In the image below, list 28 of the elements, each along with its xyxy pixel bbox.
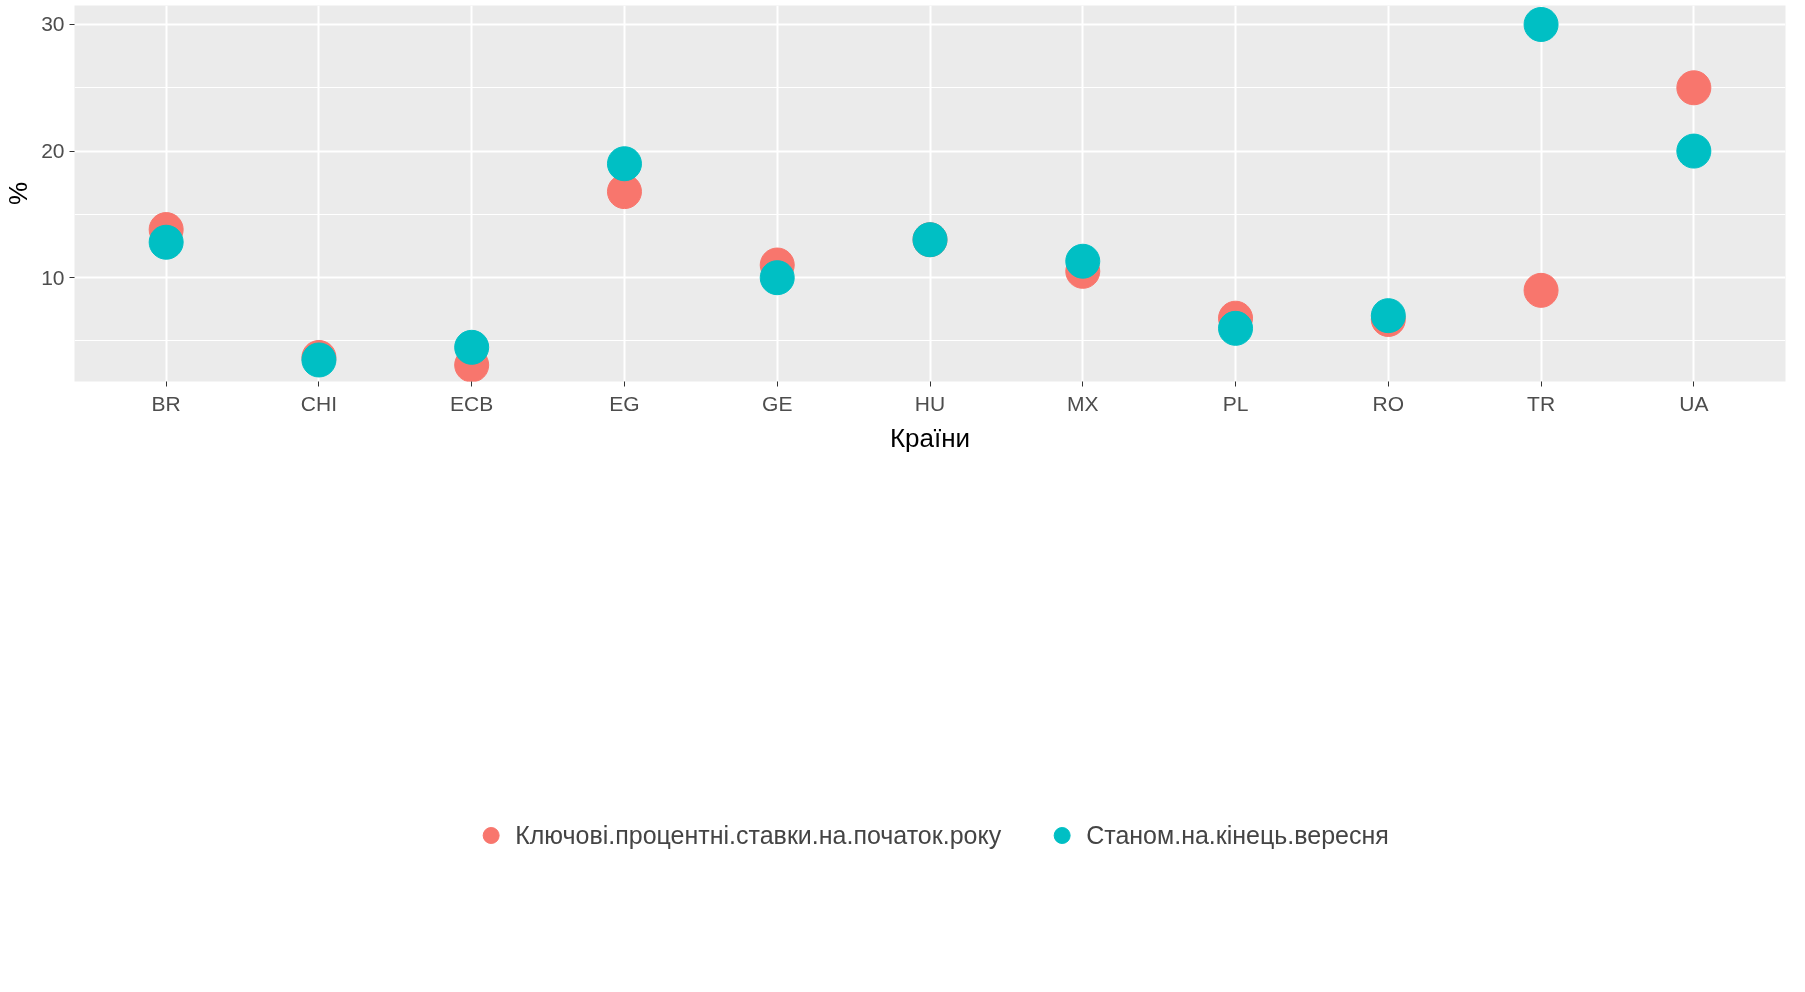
y-tick-label: 10: [41, 265, 65, 289]
point: [606, 146, 642, 182]
x-tick-label: ECB: [450, 391, 494, 415]
x-tick-label: MX: [1067, 391, 1099, 415]
point: [1676, 133, 1712, 169]
x-tick-label: PL: [1222, 391, 1249, 415]
x-tick-label: GE: [762, 391, 793, 415]
point: [454, 329, 490, 365]
x-tick-label: CHI: [300, 391, 338, 415]
point: [1676, 70, 1712, 106]
x-tick-label: HU: [914, 391, 946, 415]
point: [1065, 243, 1101, 279]
x-tick-label: EG: [609, 391, 640, 415]
point: [148, 224, 184, 260]
legend-label: Ключові.процентні.ставки.на.початок.року: [515, 820, 1002, 850]
y-axis-title: %: [3, 181, 34, 206]
y-tick-label: 20: [41, 139, 65, 163]
x-tick-label: RO: [1372, 391, 1405, 415]
point: [1523, 272, 1559, 308]
x-tick-label: BR: [151, 391, 181, 415]
x-tick-label: TR: [1527, 391, 1556, 415]
x-axis-title: Країни: [889, 422, 971, 453]
point: [759, 260, 795, 296]
point: [1523, 7, 1559, 42]
legend-label: Станом.на.кінець.вересня: [1086, 820, 1389, 850]
x-tick-label: UA: [1679, 391, 1709, 415]
y-tick-label: 30: [41, 12, 65, 36]
point: [1218, 310, 1254, 346]
